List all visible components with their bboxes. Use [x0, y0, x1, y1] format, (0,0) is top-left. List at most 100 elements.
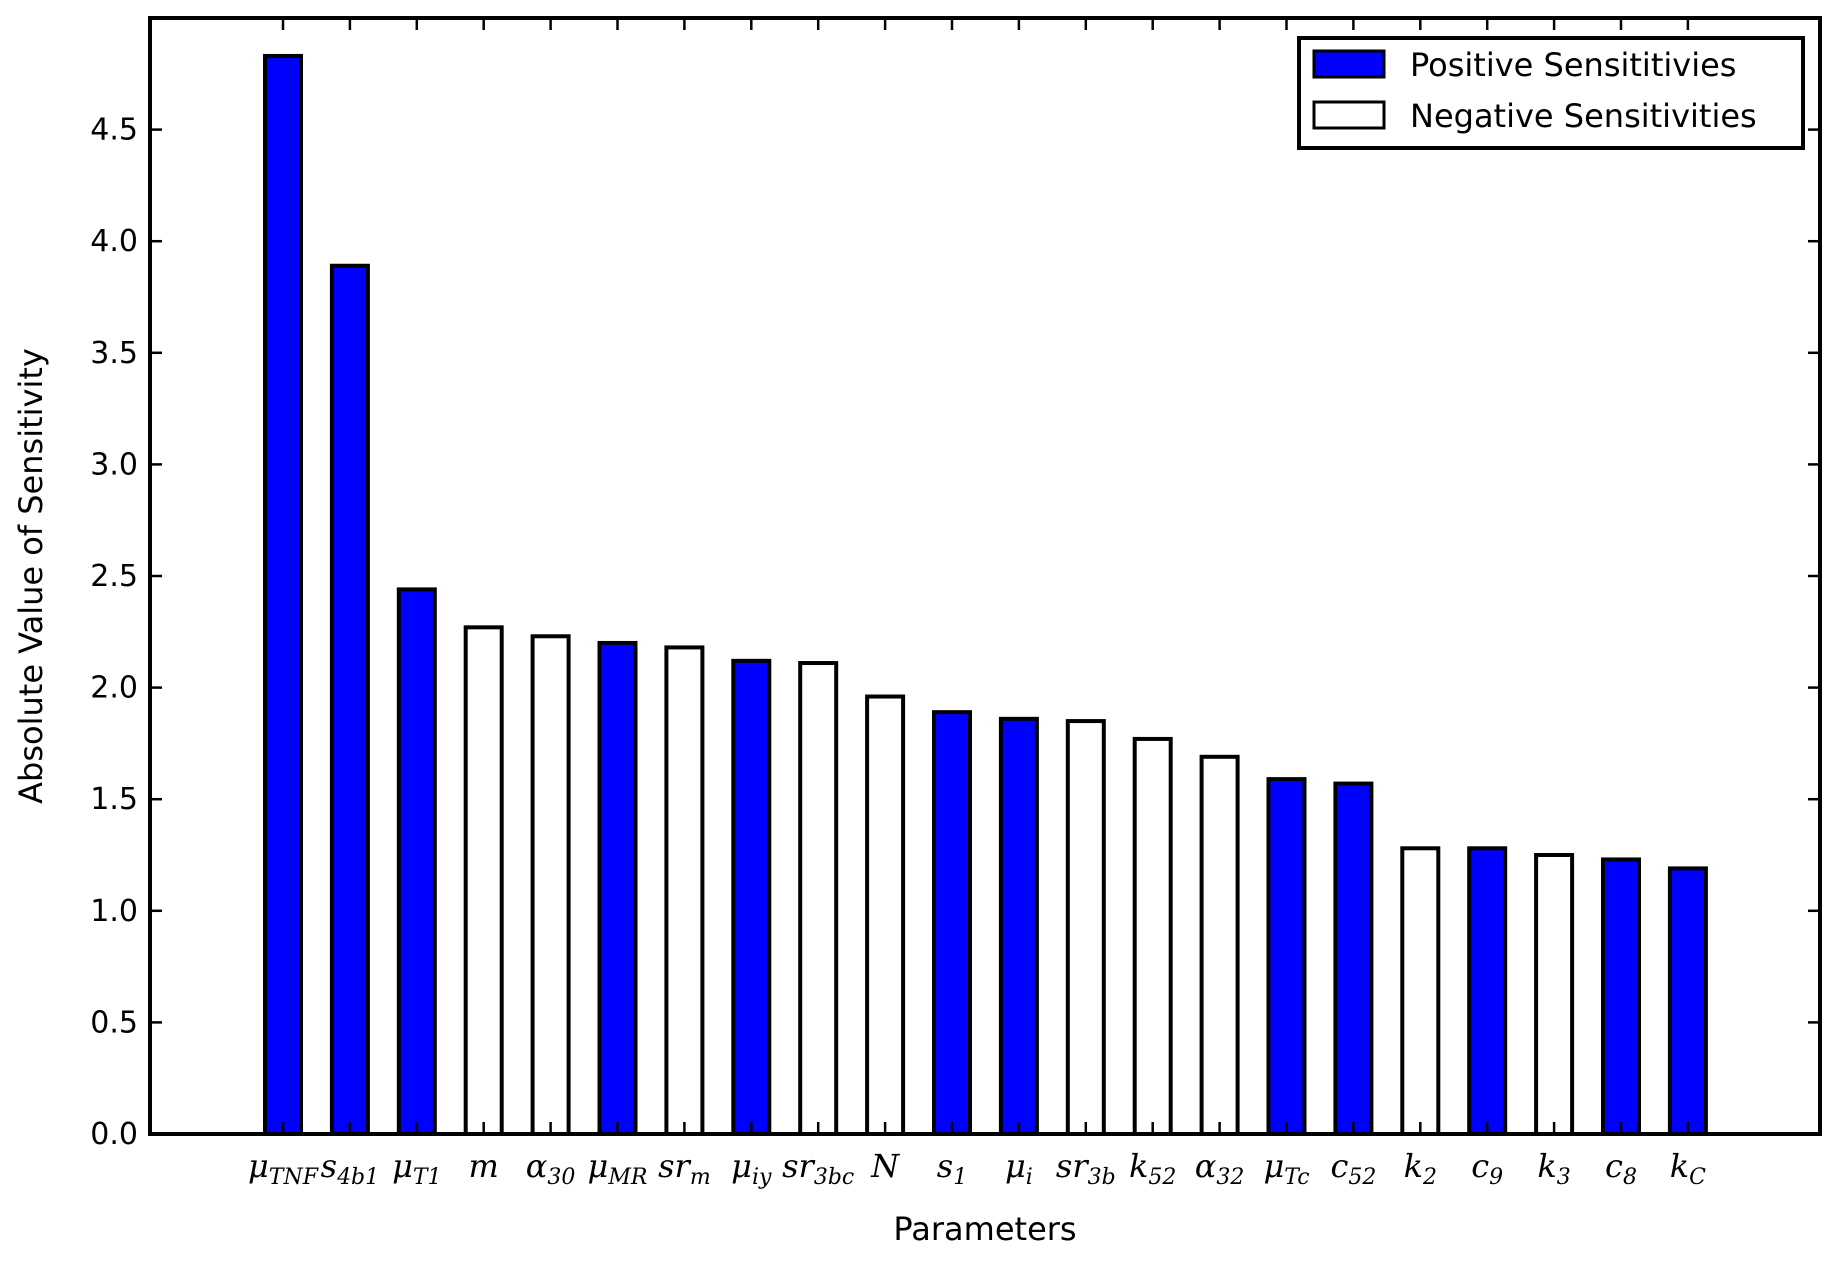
y-tick-label: 3.5: [90, 336, 138, 371]
y-tick-label: 4.0: [90, 224, 138, 259]
x-tick-label-subscript: m: [690, 1165, 711, 1190]
x-tick-label: m: [469, 1147, 499, 1185]
x-tick-label-base: α: [1195, 1147, 1217, 1185]
bar: [1266, 777, 1307, 1136]
bar: [1667, 866, 1708, 1137]
x-tick-label-subscript: C: [1689, 1165, 1706, 1190]
x-tick-label: sr3bc: [782, 1147, 854, 1190]
legend-swatch-positive: [1312, 49, 1386, 79]
bar: [998, 716, 1039, 1137]
bar: [1065, 719, 1106, 1137]
x-tick-label-base: k: [1129, 1147, 1148, 1185]
y-tick-label: 1.0: [90, 894, 138, 929]
y-tick-label: 0.0: [90, 1117, 138, 1152]
x-tick-label: μiy: [731, 1147, 772, 1190]
x-tick-label-subscript: Tc: [1284, 1165, 1309, 1190]
x-tick-label-subscript: iy: [752, 1165, 772, 1190]
bar: [731, 658, 772, 1136]
x-tick-label-subscript: 3bc: [814, 1165, 854, 1190]
legend-label-positive: Positive Sensititivies: [1410, 46, 1736, 84]
x-tick-label: μi: [1005, 1147, 1033, 1190]
x-tick-label-base: c: [1605, 1147, 1623, 1185]
x-tick-label-subscript: 3: [1557, 1165, 1571, 1190]
x-tick-label: sr3b: [1056, 1147, 1116, 1190]
x-tick-label-subscript: 30: [547, 1165, 575, 1190]
x-axis-title: Parameters: [893, 1210, 1076, 1248]
bar: [1132, 736, 1173, 1136]
x-tick-label-base: α: [526, 1147, 548, 1185]
x-tick-label-subscript: 52: [1348, 1165, 1376, 1190]
x-tick-label-base: sr: [658, 1147, 691, 1185]
x-tick-label-subscript: 3b: [1088, 1165, 1116, 1190]
x-tick-label: N: [870, 1147, 900, 1185]
x-tick-label-base: μ: [588, 1147, 609, 1185]
x-tick-label-base: sr: [782, 1147, 815, 1185]
x-tick-label-base: N: [870, 1147, 900, 1185]
x-tick-label-subscript: 2: [1422, 1165, 1437, 1190]
y-tick-label: 0.5: [90, 1005, 138, 1040]
bar: [396, 587, 437, 1136]
x-tick-label-base: k: [1404, 1147, 1423, 1185]
bar: [597, 640, 638, 1137]
x-tick-label-base: s: [321, 1147, 337, 1185]
x-tick-label: α30: [526, 1147, 576, 1190]
x-tick-label: c52: [1330, 1147, 1376, 1190]
x-tick-label-base: μ: [1005, 1147, 1026, 1185]
y-tick-label: 3.0: [90, 447, 138, 482]
x-tick-label-base: k: [1670, 1147, 1689, 1185]
x-tick-label-subscript: T1: [413, 1165, 442, 1190]
bar: [1199, 754, 1240, 1136]
x-tick-label-subscript: 1: [953, 1165, 967, 1190]
x-tick-label: α32: [1195, 1147, 1245, 1190]
x-tick-label-base: μ: [248, 1147, 269, 1185]
x-tick-label: kC: [1670, 1147, 1706, 1190]
x-tick-label-base: μ: [731, 1147, 752, 1185]
y-axis: 0.0 0.5 1.0 1.5 2.0 2.5 3.0 3.5 4.0 4.5: [90, 113, 1820, 1152]
x-tick-label: srm: [658, 1147, 711, 1190]
x-tick-label: μT1: [392, 1147, 441, 1190]
x-tick-label-subscript: TNF: [269, 1165, 319, 1190]
x-tick-label: μTNF: [248, 1147, 319, 1190]
y-tick-label: 4.5: [90, 113, 138, 148]
x-tick-label: k3: [1537, 1147, 1570, 1190]
y-tick-label: 2.5: [90, 559, 138, 594]
x-tick-label: s4b1: [321, 1147, 380, 1190]
bar: [1467, 846, 1508, 1137]
legend-label-negative: Negative Sensitivities: [1410, 97, 1757, 135]
y-axis-title: Absolute Value of Sensitivity: [12, 348, 50, 804]
x-tick-label: c8: [1605, 1147, 1637, 1190]
x-tick-label: μTc: [1263, 1147, 1309, 1190]
x-tick-label: s1: [937, 1147, 967, 1190]
x-tick-label-base: s: [937, 1147, 953, 1185]
bar: [798, 661, 839, 1136]
x-tick-label-subscript: 4b1: [336, 1165, 379, 1190]
y-tick-label: 1.5: [90, 782, 138, 817]
bar: [263, 53, 303, 1137]
bar: [1333, 781, 1374, 1136]
bar: [329, 263, 370, 1136]
x-tick-label: k2: [1404, 1147, 1437, 1190]
x-tick-label-base: μ: [1263, 1147, 1284, 1185]
x-tick-label-subscript: 8: [1623, 1165, 1637, 1190]
legend-swatch-negative: [1312, 100, 1386, 130]
bar: [1601, 857, 1641, 1136]
x-tick-label-base: m: [469, 1147, 499, 1185]
x-tick-label-subscript: i: [1026, 1165, 1033, 1190]
x-tick-label: c9: [1471, 1147, 1503, 1190]
bar: [1534, 853, 1575, 1136]
x-tick-label-subscript: 9: [1489, 1165, 1503, 1190]
x-tick-label: k52: [1129, 1147, 1176, 1190]
x-tick-label-base: c: [1330, 1147, 1348, 1185]
bar: [463, 625, 504, 1136]
bar: [1400, 846, 1441, 1137]
bar: [530, 634, 571, 1136]
bars-group: [263, 53, 1708, 1137]
bar: [865, 694, 906, 1136]
bar: [664, 645, 705, 1136]
x-tick-label-base: μ: [392, 1147, 413, 1185]
x-tick-label-base: c: [1471, 1147, 1489, 1185]
y-tick-label: 2.0: [90, 671, 138, 706]
x-tick-label-subscript: 52: [1148, 1165, 1176, 1190]
